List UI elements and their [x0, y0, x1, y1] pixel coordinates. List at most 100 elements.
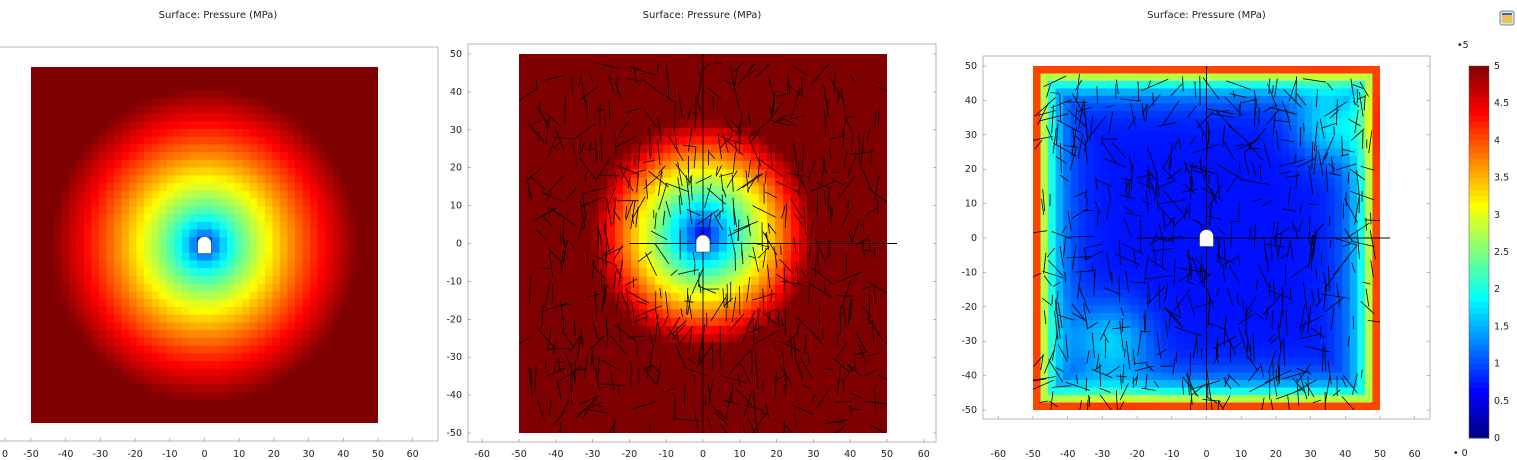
field-cell: [295, 392, 304, 401]
field-cell: [121, 291, 130, 300]
field-cell: [615, 119, 624, 129]
field-cell: [575, 391, 584, 401]
field-cell: [136, 314, 145, 323]
fracture: [519, 87, 538, 102]
field-cell: [607, 103, 616, 113]
field-cell: [91, 159, 100, 169]
field-cell: [583, 202, 592, 212]
field-cell: [287, 337, 296, 347]
field-cell: [234, 105, 243, 115]
field-cell: [519, 334, 528, 343]
field-cell: [591, 276, 600, 286]
field-cell: [791, 292, 800, 302]
field-cell: [287, 361, 296, 370]
field-cell: [703, 251, 712, 261]
field-cell: [181, 275, 191, 285]
field-cell: [355, 268, 364, 277]
field-cell: [370, 214, 378, 223]
field-cell: [543, 292, 552, 302]
field-cell: [370, 252, 378, 262]
field-cell: [743, 86, 752, 96]
field-cell: [159, 229, 168, 238]
fracture: [530, 192, 533, 202]
field-cell: [631, 342, 640, 352]
field-cell: [607, 136, 616, 146]
field-cell: [204, 152, 213, 161]
field-cell: [347, 306, 356, 316]
field-cell: [76, 198, 85, 207]
fracture: [725, 391, 732, 420]
field-cell: [219, 175, 228, 184]
field-cell: [98, 198, 108, 207]
field-cell: [575, 152, 584, 162]
field-cell: [264, 167, 273, 176]
field-cell: [871, 86, 880, 96]
field-cell: [655, 408, 664, 418]
field-cell: [83, 330, 92, 339]
field-cell: [295, 67, 304, 76]
field-cell: [242, 167, 251, 176]
field-cell: [727, 185, 736, 195]
field-cell: [347, 392, 356, 401]
field-cell: [847, 416, 856, 426]
field-cell: [181, 221, 191, 231]
y-tick-label: -20: [446, 314, 462, 325]
field-cell: [535, 408, 544, 418]
field-cell: [871, 210, 880, 220]
field-cell: [98, 121, 108, 130]
field-cell: [559, 95, 568, 105]
field-cell: [61, 206, 70, 215]
field-cell: [310, 152, 319, 161]
field-cell: [751, 54, 760, 63]
field-cell: [871, 128, 880, 137]
field-cell: [535, 358, 544, 368]
field-cell: [543, 358, 552, 368]
field-cell: [242, 237, 251, 246]
field-cell: [98, 384, 108, 393]
field-cell: [340, 306, 349, 316]
field-cell: [687, 169, 696, 179]
field-cell: [98, 190, 108, 200]
field-cell: [325, 368, 334, 378]
field-cell: [719, 194, 728, 203]
field-cell: [687, 103, 696, 113]
fracture: [642, 160, 655, 163]
fracture: [614, 81, 622, 99]
field-cell: [583, 350, 592, 360]
field-cell: [679, 350, 688, 360]
fracture: [713, 62, 723, 64]
field-cell: [302, 252, 311, 262]
field-cell: [743, 210, 752, 220]
field-cell: [695, 152, 704, 162]
field-cell: [711, 268, 720, 278]
field-cell: [519, 86, 528, 96]
field-cell: [61, 245, 70, 254]
field-cell: [543, 202, 552, 212]
field-cell: [68, 206, 77, 215]
field-cell: [227, 159, 236, 169]
field-cell: [535, 202, 544, 212]
field-cell: [543, 177, 552, 187]
field-cell: [46, 275, 55, 285]
field-cell: [791, 54, 800, 63]
field-cell: [181, 415, 191, 423]
field-cell: [38, 337, 47, 347]
fracture: [873, 285, 877, 304]
fracture: [697, 63, 710, 76]
field-cell: [264, 306, 273, 316]
fracture: [810, 328, 819, 341]
field-cell: [551, 103, 560, 113]
field-cell: [759, 342, 768, 352]
field-cell: [53, 345, 62, 354]
y-tick-label: -30: [446, 352, 462, 363]
field-cell: [879, 243, 887, 253]
field-cell: [204, 353, 213, 362]
fracture: [530, 373, 533, 383]
field-cell: [807, 54, 816, 63]
field-cell: [295, 82, 304, 91]
field-cell: [279, 82, 289, 91]
field-cell: [727, 62, 736, 72]
field-cell: [847, 136, 856, 146]
field-cell: [759, 54, 768, 63]
field-cell: [703, 152, 712, 162]
